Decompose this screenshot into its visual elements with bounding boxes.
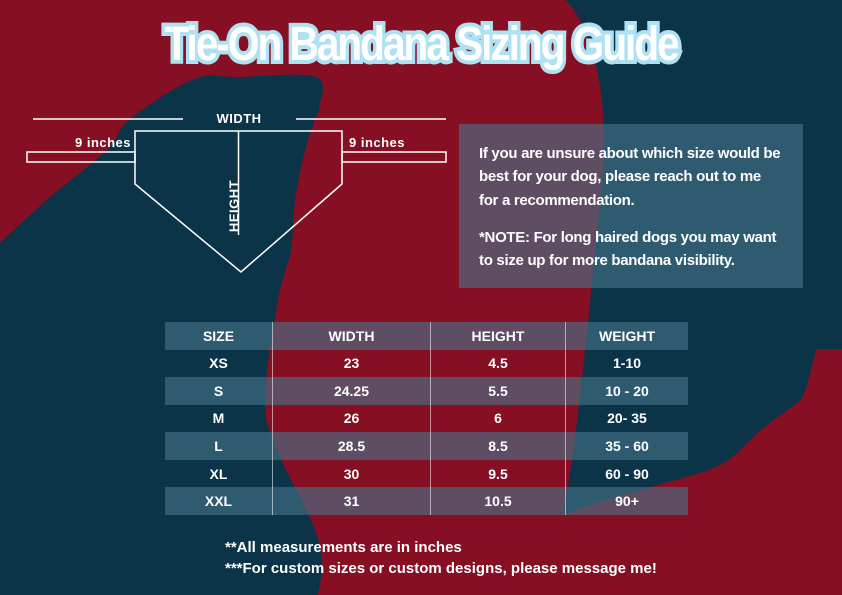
- svg-text:WIDTH: WIDTH: [216, 111, 261, 126]
- svg-text:9 inches: 9 inches: [349, 135, 405, 150]
- svg-text:HEIGHT: HEIGHT: [227, 180, 242, 232]
- svg-text:9 inches: 9 inches: [75, 135, 131, 150]
